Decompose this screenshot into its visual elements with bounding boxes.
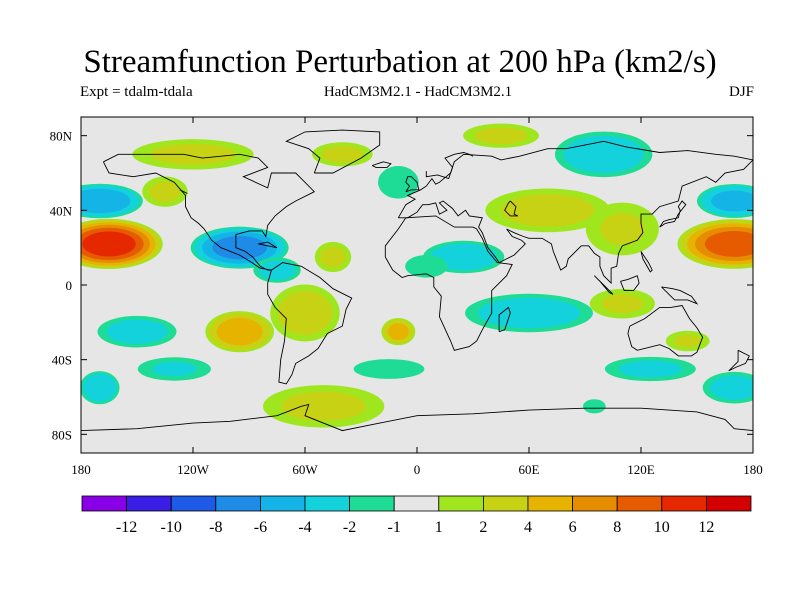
colorbar-label: -6 [254, 519, 267, 536]
coastline [285, 129, 381, 174]
field-contour [106, 319, 168, 344]
field-contour [387, 323, 409, 341]
colorbar-swatch [170, 495, 217, 512]
coastline [102, 153, 316, 271]
coastline [267, 262, 353, 385]
field-contour [150, 143, 236, 165]
y-tick-label: 0 [66, 278, 73, 293]
colorbar-swatch [706, 495, 752, 512]
colorbar-label: -2 [343, 519, 356, 536]
field-contour [500, 193, 595, 227]
colorbar-swatch [81, 495, 127, 512]
field-contour [321, 145, 364, 163]
coastline [593, 275, 614, 295]
field-contour [704, 231, 753, 257]
field-contour [583, 399, 606, 414]
x-tick-label: 180 [71, 462, 91, 477]
y-tick-label: 40S [52, 353, 72, 368]
field-contour [711, 190, 753, 212]
x-tick-label: 0 [414, 462, 421, 477]
colorbar-label: 8 [613, 519, 621, 536]
colorbar-label: -12 [116, 519, 137, 536]
colorbar-swatch [661, 495, 707, 512]
field-contour [474, 127, 528, 145]
colorbar-label: 12 [698, 519, 714, 536]
y-tick-label: 40N [50, 203, 73, 218]
coastline [371, 161, 392, 168]
field-contour [405, 255, 448, 278]
field-contour [618, 360, 683, 378]
field-contour [82, 231, 136, 257]
coastline [659, 200, 687, 228]
field-contour [216, 317, 263, 346]
x-tick-label: 180 [743, 462, 763, 477]
colorbar-swatch [572, 495, 618, 512]
field-contour [353, 359, 425, 379]
experiment-label: Expt = tdalm-tdala [80, 84, 193, 100]
coastline [640, 251, 653, 273]
field-contour [281, 391, 366, 422]
colorbar-swatch [393, 495, 440, 512]
coastline [504, 200, 518, 217]
field-contour [152, 361, 197, 377]
field-contour [212, 235, 267, 260]
coastline [397, 140, 753, 285]
colorbar-label: 2 [479, 519, 487, 536]
colorbar-label: 1 [435, 519, 443, 536]
x-tick-label: 120E [627, 462, 655, 477]
colorbar-swatch [215, 495, 261, 512]
colorbar-swatch [259, 495, 306, 512]
field-contour [277, 290, 333, 336]
field-contour [674, 334, 702, 348]
season-label: DJF [728, 84, 754, 100]
colorbar-label: 4 [524, 519, 532, 536]
coastline [627, 305, 704, 357]
map-background [81, 117, 753, 453]
colorbar-label: -10 [161, 519, 182, 536]
colorbar-swatch [126, 495, 172, 512]
coastline [620, 275, 640, 292]
field-contour [320, 246, 346, 268]
field-contour [149, 181, 181, 203]
colorbar-swatch [349, 495, 395, 512]
colorbar-swatch [527, 495, 573, 512]
y-tick-label: 80N [50, 129, 73, 144]
coastline [425, 152, 474, 180]
x-tick-label: 120W [177, 462, 210, 477]
x-tick-label: 60E [519, 462, 540, 477]
colorbar-label: -8 [209, 519, 222, 536]
field-contour [709, 375, 753, 400]
colorbar-label: -1 [388, 519, 401, 536]
colorbar-label: 10 [654, 519, 670, 536]
colorbar-label: -4 [298, 519, 311, 536]
y-tick-label: 80S [52, 427, 72, 442]
x-tick-label: 60W [292, 462, 318, 477]
coastline [81, 403, 753, 432]
colorbar-label: 6 [569, 519, 577, 536]
coastline [179, 189, 188, 194]
colorbar-swatch [616, 495, 663, 512]
coastline [661, 286, 699, 305]
field-contour [258, 260, 296, 280]
coastline [258, 241, 278, 249]
field-contour [601, 294, 644, 314]
field-contour [81, 188, 131, 214]
field-contour [82, 373, 117, 402]
colorbar-swatch [438, 495, 484, 512]
coastline [384, 215, 513, 351]
models-label: HadCM3M2.1 - HadCM3M2.1 [323, 84, 513, 100]
coastline [405, 176, 420, 193]
colorbar-swatch [304, 495, 350, 512]
figure-title: Streamfunction Perturbation at 200 hPa (… [83, 44, 717, 80]
field-contour [600, 212, 645, 246]
field-contour [477, 297, 581, 329]
coastline [728, 349, 750, 372]
colorbar-swatch [482, 495, 529, 512]
coastline [498, 306, 511, 333]
